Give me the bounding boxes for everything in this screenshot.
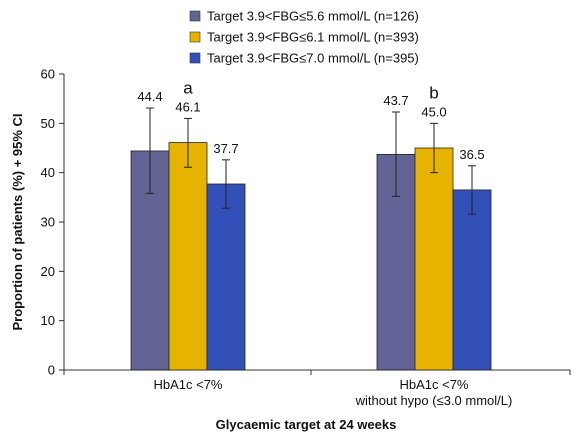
bar	[452, 189, 492, 371]
legend: Target 3.9<FBG≤5.6 mmol/L (n=126) Target …	[189, 9, 419, 66]
y-tick-label: 20	[41, 264, 55, 279]
legend-swatch	[189, 52, 201, 64]
y-axis-title: Proportion of patients (%) + 95% CI	[10, 113, 25, 330]
value-label: 44.4	[137, 89, 162, 104]
bar	[206, 183, 246, 371]
value-label: 46.1	[175, 99, 200, 114]
x-category-label: without hypo (≤3.0 mmol/L)	[355, 393, 513, 408]
legend-swatch	[189, 10, 201, 22]
y-tick-label: 60	[41, 67, 55, 82]
value-label: 37.7	[213, 141, 238, 156]
value-labels: 44.4 46.1 37.7 43.7 45.0 36.5	[137, 89, 484, 162]
x-category-label: HbA1c <7%	[399, 377, 468, 392]
error-bars	[146, 107, 476, 215]
legend-swatch	[189, 31, 201, 43]
bar	[168, 142, 208, 371]
y-axis: 0 10 20 30 40 50 60	[41, 67, 65, 378]
x-axis-title: Glycaemic target at 24 weeks	[216, 417, 397, 432]
legend-label: Target 3.9<FBG≤5.6 mmol/L (n=126)	[207, 9, 419, 24]
y-tick-label: 0	[48, 363, 55, 378]
value-label: 45.0	[421, 104, 446, 119]
significance-letter: b	[429, 83, 438, 102]
value-label: 36.5	[459, 147, 484, 162]
x-category-label: HbA1c <7%	[153, 377, 222, 392]
value-label: 43.7	[383, 93, 408, 108]
bar	[414, 147, 454, 371]
x-axis: HbA1c <7% HbA1c <7%without hypo (≤3.0 mmo…	[63, 369, 571, 408]
y-tick-label: 40	[41, 165, 55, 180]
y-tick-label: 30	[41, 215, 55, 230]
legend-label: Target 3.9<FBG≤7.0 mmol/L (n=395)	[207, 51, 419, 66]
legend-label: Target 3.9<FBG≤6.1 mmol/L (n=393)	[207, 30, 419, 45]
bars	[130, 142, 492, 371]
y-tick-label: 10	[41, 313, 55, 328]
y-tick-label: 50	[41, 116, 55, 131]
significance-letter: a	[183, 78, 193, 97]
